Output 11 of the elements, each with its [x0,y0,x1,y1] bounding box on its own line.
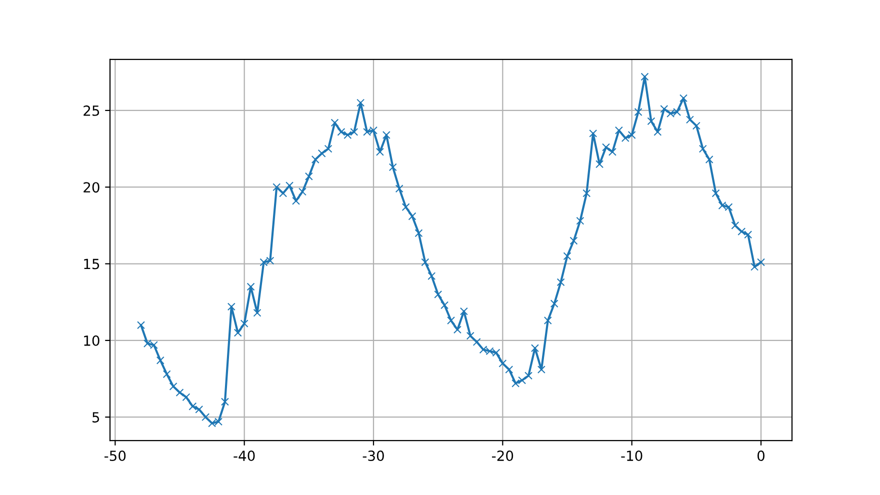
y-tick-label: 25 [84,105,100,116]
x-tick-label: -10 [621,450,642,462]
x-tick-label: -30 [362,450,384,462]
y-tick-label: 20 [84,182,100,193]
x-tick-label: -40 [234,450,255,462]
y-tick-label: 5 [92,412,100,423]
x-tick-label: 0 [757,450,764,462]
y-tick-label: 10 [84,335,100,346]
x-tick-label: -50 [104,450,126,462]
x-tick-label: -20 [492,450,514,462]
y-tick-label: 15 [84,258,100,270]
